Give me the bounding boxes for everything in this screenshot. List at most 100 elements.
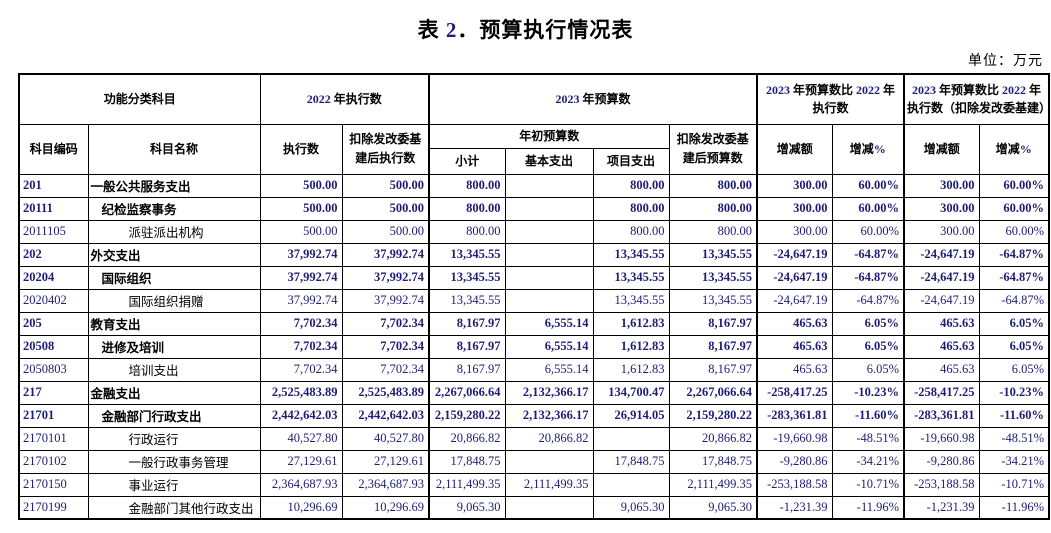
cell-value: 7,702.34	[341, 357, 430, 382]
header-group-2023-vs-2022: 2023 年预算数比 2022 年执行数	[756, 73, 905, 125]
cell-value: -24,647.19	[903, 242, 980, 267]
header-group-function-subject: 功能分类科目	[18, 73, 261, 125]
cell-value: 800.00	[668, 219, 758, 244]
cell-value: 300.00	[903, 173, 980, 198]
cell-value: -283,361.81	[903, 403, 980, 428]
cell-value: 6.05%	[831, 311, 905, 336]
cell-value: 6.05%	[978, 357, 1050, 382]
cell-value: 134,700.47	[592, 380, 670, 405]
cell-subject-name: 进修及培训	[87, 334, 261, 359]
cell-value: 2,442,642.03	[341, 403, 430, 428]
header-subject-code: 科目编码	[18, 123, 89, 175]
cell-value: 6.05%	[831, 357, 905, 382]
cell-value: -64.87%	[978, 288, 1050, 313]
cell-value: 20,866.82	[668, 426, 758, 451]
table-row: 20508 进修及培训 7,702.34 7,702.34 8,167.97 6,555.…	[18, 334, 1050, 359]
cell-subject-name: 外交支出	[87, 242, 261, 267]
cell-value: 13,345.55	[592, 265, 670, 290]
cell-value: 465.63	[756, 334, 833, 359]
cell-value: 40,527.80	[259, 426, 343, 451]
cell-value: -64.87%	[831, 242, 905, 267]
cell-value: -24,647.19	[756, 242, 833, 267]
unit-label: 单位：万元	[968, 54, 1043, 69]
cell-value: -1,231.39	[903, 495, 980, 520]
cell-value: 2,111,499.35	[668, 472, 758, 497]
cell-value: 6.05%	[831, 334, 905, 359]
cell-value: 1,612.83	[592, 334, 670, 359]
cell-value: 800.00	[668, 173, 758, 198]
cell-value: -34.21%	[978, 449, 1050, 474]
cell-value: -9,280.86	[903, 449, 980, 474]
cell-subject-name: 国际组织	[87, 265, 261, 290]
header-change-amount-2: 增减额	[903, 123, 980, 175]
cell-value	[504, 288, 594, 313]
table-row: 2020402 国际组织捐赠 37,992.74 37,992.74 13,345.55…	[18, 288, 1050, 313]
cell-value: 2,525,483.89	[259, 380, 343, 405]
cell-subject-code: 20508	[18, 334, 89, 359]
cell-value: 7,702.34	[259, 357, 343, 382]
cell-subject-code: 2170199	[18, 495, 89, 520]
cell-value: 20,866.82	[504, 426, 594, 451]
cell-value: 37,992.74	[341, 265, 430, 290]
cell-value: -9,280.86	[756, 449, 833, 474]
cell-value: -253,188.58	[756, 472, 833, 497]
cell-subject-code: 205	[18, 311, 89, 336]
cell-value: 465.63	[903, 357, 980, 382]
header-group-2023-budget: 2023 年预算数	[428, 73, 758, 125]
cell-subject-code: 20111	[18, 196, 89, 221]
cell-value: 27,129.61	[259, 449, 343, 474]
table-row: 21701 金融部门行政支出 2,442,642.03 2,442,642.03 2,1…	[18, 403, 1050, 428]
cell-value: 7,702.34	[341, 311, 430, 336]
table-row: 2170199 金融部门其他行政支出 10,296.69 10,296.69 9,065…	[18, 495, 1050, 520]
cell-value: 8,167.97	[428, 357, 506, 382]
header-execution: 执行数	[259, 123, 343, 175]
cell-value: -10.71%	[978, 472, 1050, 497]
table-row: 20204 国际组织 37,992.74 37,992.74 13,345.55 13,3…	[18, 265, 1050, 290]
header-execution-adjusted: 扣除发改委基建后执行数	[341, 123, 430, 175]
cell-value: -1,231.39	[756, 495, 833, 520]
cell-value: -24,647.19	[756, 265, 833, 290]
cell-subject-name: 培训支出	[87, 357, 261, 382]
cell-value	[592, 426, 670, 451]
cell-value: 800.00	[668, 196, 758, 221]
cell-value: 300.00	[756, 173, 833, 198]
cell-value: 20,866.82	[428, 426, 506, 451]
cell-value: 300.00	[756, 196, 833, 221]
cell-value: -258,417.25	[756, 380, 833, 405]
cell-value: 2,525,483.89	[341, 380, 430, 405]
cell-value	[504, 495, 594, 520]
cell-value: -11.60%	[978, 403, 1050, 428]
cell-subject-name: 纪检监察事务	[87, 196, 261, 221]
cell-subject-code: 202	[18, 242, 89, 267]
cell-value: 6,555.14	[504, 311, 594, 336]
cell-subject-code: 2170101	[18, 426, 89, 451]
cell-value: 17,848.75	[428, 449, 506, 474]
cell-value: 8,167.97	[668, 357, 758, 382]
cell-value: -34.21%	[831, 449, 905, 474]
cell-subject-name: 行政运行	[87, 426, 261, 451]
cell-value: 800.00	[428, 196, 506, 221]
header-group-2022-execution: 2022 年执行数	[259, 73, 430, 125]
table-row: 205 教育支出 7,702.34 7,702.34 8,167.97 6,555.14 1…	[18, 311, 1050, 336]
cell-value: 800.00	[592, 219, 670, 244]
cell-value: -10.23%	[978, 380, 1050, 405]
cell-value: 9,065.30	[592, 495, 670, 520]
cell-value: 17,848.75	[668, 449, 758, 474]
cell-value: -253,188.58	[903, 472, 980, 497]
cell-value: 2,267,066.64	[428, 380, 506, 405]
cell-value: -10.71%	[831, 472, 905, 497]
cell-value	[504, 196, 594, 221]
cell-value: 7,702.34	[259, 311, 343, 336]
cell-value: -64.87%	[978, 242, 1050, 267]
table-row: 20111 纪检监察事务 500.00 500.00 800.00 800.00 800.0…	[18, 196, 1050, 221]
cell-value: 6,555.14	[504, 334, 594, 359]
cell-value: 800.00	[592, 196, 670, 221]
header-change-percent: 增减%	[831, 123, 905, 175]
cell-value: 2,364,687.93	[341, 472, 430, 497]
cell-value: 6.05%	[978, 334, 1050, 359]
cell-subject-name: 金融部门行政支出	[87, 403, 261, 428]
cell-value: -64.87%	[831, 288, 905, 313]
cell-value: 500.00	[341, 219, 430, 244]
cell-value: 26,914.05	[592, 403, 670, 428]
table-body: 201 一般公共服务支出 500.00 500.00 800.00 800.00 800.0…	[18, 173, 1050, 520]
